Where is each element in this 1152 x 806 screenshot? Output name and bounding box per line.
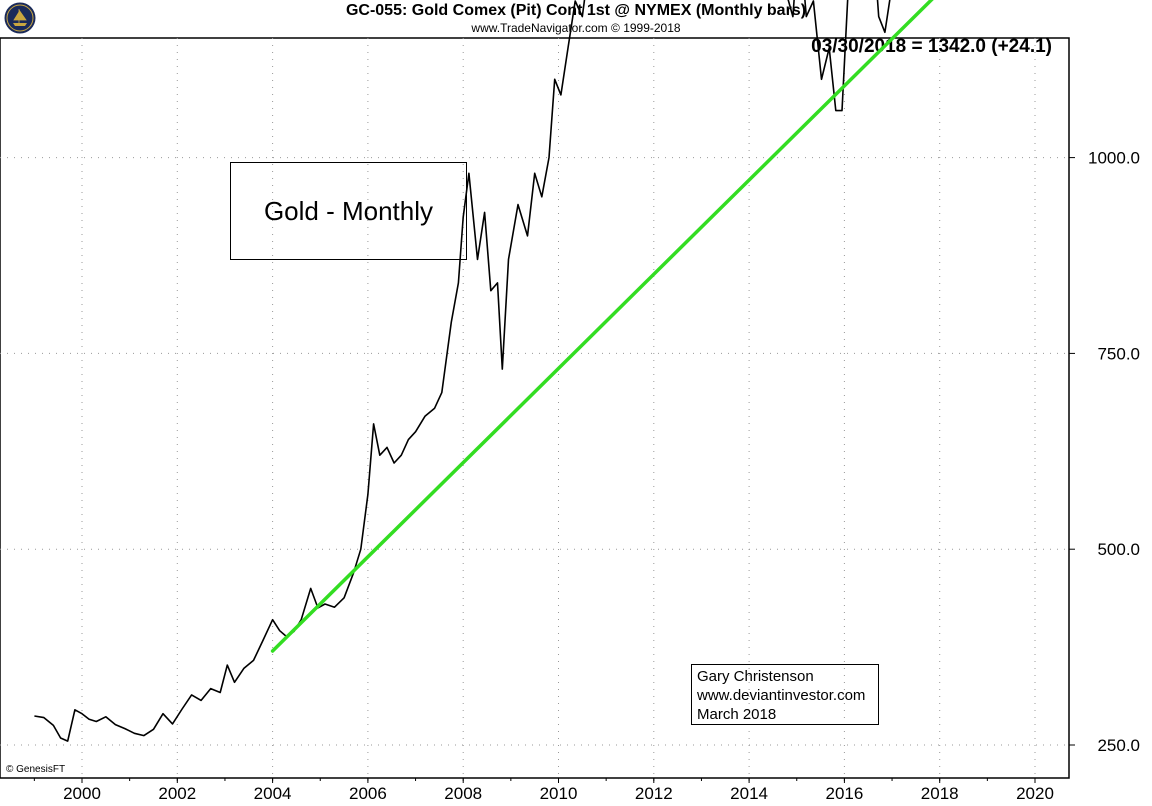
author-box: Gary Christenson www.deviantinvestor.com…: [691, 664, 879, 725]
x-tick-label: 2006: [349, 784, 387, 803]
x-tick-label: 2004: [254, 784, 292, 803]
author-name: Gary Christenson: [697, 668, 814, 685]
y-tick-label: 1000.0: [1088, 149, 1140, 168]
chart-title-box: Gold - Monthly: [230, 162, 467, 260]
trend-line: [270, 0, 934, 653]
x-tick-label: 2020: [1016, 784, 1054, 803]
x-tick-label: 2008: [444, 784, 482, 803]
x-tick-label: 2002: [158, 784, 196, 803]
chart-header-subtitle: www.TradeNavigator.com © 1999-2018: [471, 21, 681, 35]
author-website: www.deviantinvestor.com: [697, 687, 866, 704]
price-line: [34, 0, 891, 742]
chart-header-title: GC-055: Gold Comex (Pit) Cont 1st @ NYME…: [345, 2, 807, 19]
x-tick-label: 2016: [825, 784, 863, 803]
author-date: March 2018: [697, 706, 777, 723]
last-price-readout: 03/30/2018 = 1342.0 (+24.1): [811, 36, 1052, 57]
x-tick-label: 2018: [921, 784, 959, 803]
x-tick-label: 2012: [635, 784, 673, 803]
x-tick-label: 2010: [540, 784, 578, 803]
plot-frame: [0, 37, 1070, 779]
sailing-ship-icon: [4, 2, 36, 34]
y-tick-label: 500.0: [1097, 540, 1140, 559]
copyright-label: © GenesisFT: [6, 764, 66, 775]
y-tick-label: 250.0: [1097, 736, 1140, 755]
y-tick-label: 750.0: [1097, 344, 1140, 363]
x-tick-label: 2000: [63, 784, 101, 803]
x-tick-label: 2014: [730, 784, 768, 803]
